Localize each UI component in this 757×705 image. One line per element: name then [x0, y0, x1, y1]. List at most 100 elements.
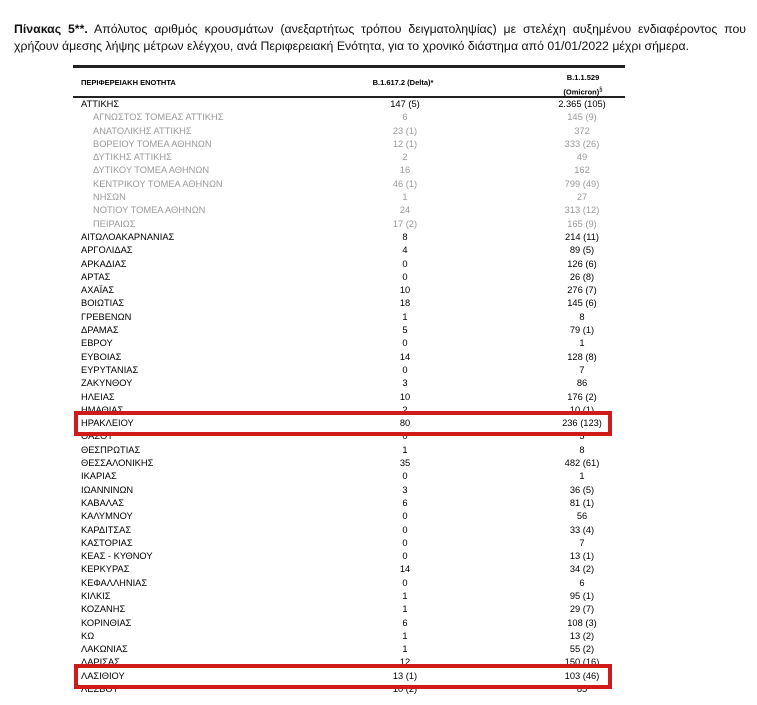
delta-cell: 35	[399, 458, 411, 469]
table-row: ΗΜΑΘΙΑΣ 2 10 (1)	[73, 404, 625, 417]
omicron-cell: 126 (6)	[567, 258, 597, 269]
delta-cell: 1	[402, 644, 408, 655]
omicron-cell: 79 (1)	[569, 325, 595, 336]
table-row: ΚΑΛΥΜΝΟΥ 0 56	[73, 510, 625, 523]
table-row: ΘΕΣΠΡΩΤΙΑΣ 1 8	[73, 444, 625, 457]
region-cell: ΚΙΛΚΙΣ	[81, 590, 111, 601]
region-cell: ΑΧΑΪΑΣ	[81, 285, 115, 296]
omicron-cell: 1	[579, 338, 585, 349]
table-row: ΕΒΡΟΥ 0 1	[73, 337, 625, 350]
header-region: ΠΕΡΙΦΕΡΕΙΑΚΗ ΕΝΟΤΗΤΑ	[81, 78, 176, 87]
cases-table: ΠΕΡΙΦΕΡΕΙΑΚΗ ΕΝΟΤΗΤΑ B.1.617.2 (Delta)* …	[73, 65, 625, 696]
omicron-cell: 29 (7)	[569, 604, 595, 615]
omicron-cell: 8	[579, 444, 585, 455]
region-cell: ΑΙΤΩΛΟΑΚΑΡΝΑΝΙΑΣ	[81, 231, 175, 242]
omicron-cell: 13 (1)	[569, 551, 595, 562]
delta-cell: 0	[402, 338, 408, 349]
omicron-cell: 145 (9)	[567, 112, 597, 123]
table-body: ΑΤΤΙΚΗΣ 147 (5) 2.365 (105) ΑΓΝΩΣΤΟΣ ΤΟΜΕΑΣ…	[73, 98, 625, 696]
highlight-box	[74, 663, 612, 689]
region-cell: ΙΩΑΝΝΙΝΩΝ	[81, 484, 134, 495]
delta-cell: 0	[402, 524, 408, 535]
omicron-cell: 128 (8)	[567, 351, 597, 362]
delta-cell: 13 (1)	[392, 670, 418, 681]
region-cell: ΕΒΡΟΥ	[81, 338, 113, 349]
delta-cell: 1	[402, 604, 408, 615]
table-subrow: ΝΗΣΩΝ 1 27	[73, 191, 625, 204]
region-cell: ΔΡΑΜΑΣ	[81, 325, 119, 336]
region-cell: ΛΑΚΩΝΙΑΣ	[81, 644, 128, 655]
table-subrow: ΑΝΑΤΟΛΙΚΗΣ ΑΤΤΙΚΗΣ 23 (1) 372	[73, 125, 625, 138]
table-row: ΘΑΣΟΥ 0 5	[73, 430, 625, 443]
delta-cell: 0	[402, 431, 408, 442]
omicron-cell: 214 (11)	[565, 231, 599, 242]
region-cell: ΚΕΝΤΡΙΚΟΥ ΤΟΜΕΑ ΑΘΗΝΩΝ	[93, 178, 223, 189]
region-cell: ΘΕΣΠΡΩΤΙΑΣ	[81, 444, 141, 455]
delta-cell: 2	[402, 404, 408, 415]
table-row: ΛΑΡΙΣΑΣ 12 150 (16)	[73, 656, 625, 669]
region-cell: ΚΕΑΣ - ΚΥΘΝΟΥ	[81, 551, 153, 562]
region-cell: ΑΡΚΑΔΙΑΣ	[81, 258, 127, 269]
delta-cell: 0	[402, 577, 408, 588]
delta-cell: 147 (5)	[390, 99, 420, 109]
omicron-cell: 55 (2)	[569, 644, 595, 655]
region-cell: ΚΕΦΑΛΛΗΝΙΑΣ	[81, 577, 148, 588]
table-row: ΚΙΛΚΙΣ 1 95 (1)	[73, 590, 625, 603]
delta-cell: 12	[399, 657, 411, 668]
region-cell: ΒΟΡΕΙΟΥ ΤΟΜΕΑ ΑΘΗΝΩΝ	[93, 138, 212, 149]
region-cell: ΝΗΣΩΝ	[93, 192, 126, 203]
table-row: ΛΕΣΒΟΥ 10 (2) 85	[73, 683, 625, 696]
table-row: ΔΡΑΜΑΣ 5 79 (1)	[73, 324, 625, 337]
table-caption: Πίνακας 5**. Απόλυτος αριθμός κρουσμάτων…	[14, 21, 746, 55]
delta-cell: 23 (1)	[392, 125, 418, 136]
region-cell: ΚΑΣΤΟΡΙΑΣ	[81, 537, 133, 548]
region-cell: ΚΟΖΑΝΗΣ	[81, 604, 126, 615]
header-omicron-line1: B.1.1.529	[566, 73, 600, 82]
omicron-cell: 372	[574, 125, 590, 136]
region-cell: ΑΡΓΟΛΙΔΑΣ	[81, 245, 133, 256]
table-row: ΒΟΙΩΤΙΑΣ 18 145 (6)	[73, 297, 625, 310]
omicron-cell: 2.365 (105)	[558, 99, 606, 109]
delta-cell: 0	[402, 537, 408, 548]
table-row: ΚΟΖΑΝΗΣ 1 29 (7)	[73, 603, 625, 616]
table-row: ΙΩΑΝΝΙΝΩΝ 3 36 (5)	[73, 484, 625, 497]
table-subrow: ΑΓΝΩΣΤΟΣ ΤΟΜΕΑΣ ΑΤΤΙΚΗΣ 6 145 (9)	[73, 111, 625, 124]
region-cell: ΑΓΝΩΣΤΟΣ ΤΟΜΕΑΣ ΑΤΤΙΚΗΣ	[93, 112, 224, 123]
omicron-cell: 333 (26)	[564, 138, 600, 149]
omicron-cell: 86	[576, 378, 588, 389]
delta-cell: 12 (1)	[392, 138, 418, 149]
region-cell: ΗΡΑΚΛΕΙΟΥ	[81, 418, 134, 429]
delta-cell: 1	[402, 444, 408, 455]
omicron-cell: 49	[576, 152, 588, 163]
region-cell: ΗΛΕΙΑΣ	[81, 391, 115, 402]
region-cell: ΕΥΡΥΤΑΝΙΑΣ	[81, 364, 139, 375]
region-cell: ΠΕΙΡΑΙΩΣ	[93, 218, 136, 229]
region-cell: ΛΑΣΙΘΙΟΥ	[81, 670, 125, 681]
delta-cell: 2	[402, 152, 408, 163]
header-delta: B.1.617.2 (Delta)*	[372, 78, 434, 87]
omicron-cell: 36 (5)	[569, 484, 595, 495]
region-cell: ΓΡΕΒΕΝΩΝ	[81, 311, 132, 322]
delta-cell: 10	[399, 391, 411, 402]
delta-cell: 0	[402, 551, 408, 562]
region-cell: ΗΜΑΘΙΑΣ	[81, 404, 124, 415]
caption-text: Απόλυτος αριθμός κρουσμάτων (ανεξαρτήτως…	[14, 22, 747, 53]
region-cell: ΝΟΤΙΟΥ ΤΟΜΕΑ ΑΘΗΝΩΝ	[93, 205, 206, 216]
delta-cell: 10	[399, 285, 411, 296]
region-cell: ΒΟΙΩΤΙΑΣ	[81, 298, 125, 309]
header-omicron: B.1.1.529 (Omicron)§	[533, 72, 633, 99]
table-row: ΛΑΣΙΘΙΟΥ 13 (1) 103 (46)	[73, 670, 625, 683]
omicron-cell: 34 (2)	[569, 564, 595, 575]
region-cell: ΚΑΡΔΙΤΣΑΣ	[81, 524, 132, 535]
table-row: ΓΡΕΒΕΝΩΝ 1 8	[73, 311, 625, 324]
omicron-cell: 145 (6)	[567, 298, 597, 309]
omicron-cell: 85	[576, 684, 588, 695]
omicron-cell: 10 (1)	[569, 404, 595, 415]
delta-cell: 18	[399, 298, 411, 309]
omicron-cell: 7	[579, 537, 585, 548]
table-row: ΚΟΡΙΝΘΙΑΣ 6 108 (3)	[73, 617, 625, 630]
table-top-rule	[73, 65, 625, 68]
omicron-cell: 276 (7)	[567, 285, 597, 296]
omicron-cell: 26 (8)	[569, 271, 595, 282]
delta-cell: 5	[402, 325, 408, 336]
